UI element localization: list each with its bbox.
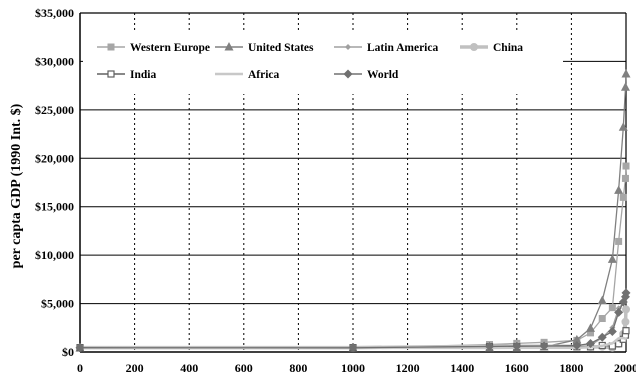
data-point: [586, 339, 596, 349]
x-tick-label: 400: [180, 361, 198, 375]
data-point: [621, 69, 631, 78]
data-point: [608, 304, 616, 312]
legend-label: India: [130, 69, 156, 81]
legend-label: Africa: [248, 69, 280, 81]
data-point: [470, 43, 478, 51]
data-point: [485, 342, 494, 352]
series-line: [80, 73, 627, 349]
data-point: [622, 327, 630, 335]
x-tick-label: 1000: [341, 361, 365, 375]
x-tick-label: 2000: [614, 361, 636, 375]
data-point: [619, 193, 627, 201]
data-point: [75, 343, 85, 353]
data-point: [343, 69, 353, 79]
legend-item: United States: [215, 42, 314, 54]
x-tick-label: 1400: [450, 361, 474, 375]
data-point: [587, 329, 595, 337]
data-point: [345, 44, 351, 50]
y-tick-label: $35,000: [35, 6, 74, 20]
data-point: [621, 317, 630, 326]
data-point: [607, 254, 617, 263]
legend-item: Western Europe: [97, 42, 210, 54]
x-tick-label: 200: [126, 361, 144, 375]
y-tick-label: $5,000: [41, 297, 74, 311]
data-point: [618, 122, 628, 131]
data-point: [107, 43, 115, 51]
y-tick-label: $10,000: [35, 248, 74, 262]
data-point: [622, 305, 630, 314]
legend-label: World: [367, 69, 399, 81]
data-point: [621, 174, 629, 182]
x-tick-label: 800: [289, 361, 307, 375]
legend-label: United States: [248, 42, 314, 54]
data-point: [598, 315, 606, 323]
data-point: [539, 341, 549, 351]
data-point: [614, 307, 624, 317]
legend-item: Africa: [215, 69, 280, 81]
legend-label: Latin America: [367, 42, 438, 54]
legend-item: India: [97, 69, 156, 81]
x-tick-label: 600: [235, 361, 253, 375]
x-tick-label: 1200: [396, 361, 420, 375]
y-tick-label: $15,000: [35, 200, 74, 214]
data-point: [572, 341, 582, 351]
data-point: [607, 327, 617, 337]
data-point: [622, 162, 630, 170]
y-tick-label: $30,000: [35, 54, 74, 68]
y-axis-label: per capta GDP (1990 Int. $): [9, 103, 24, 268]
legend-item: Latin America: [334, 42, 438, 54]
y-tick-label: $0: [62, 345, 74, 359]
data-point: [621, 288, 631, 298]
data-point: [107, 70, 115, 78]
legend-item: China: [460, 42, 523, 54]
data-point: [597, 295, 607, 305]
data-point: [348, 343, 358, 353]
data-point: [512, 341, 522, 351]
data-point: [615, 237, 623, 245]
legend-label: Western Europe: [130, 42, 210, 54]
series-world: [75, 288, 631, 353]
legend-item: World: [334, 69, 399, 81]
data-point: [224, 42, 234, 51]
y-tick-label: $20,000: [35, 151, 74, 165]
series-lines: [75, 69, 631, 353]
legend-box: [83, 32, 563, 94]
data-point: [615, 340, 623, 348]
legend-label: China: [493, 42, 523, 54]
data-point: [614, 185, 624, 194]
tick-labels: $0 $5,000 $10,000 $15,000 $20,000 $25,000 $30,…: [35, 6, 636, 375]
data-point: [620, 82, 630, 91]
data-point: [586, 323, 596, 332]
x-tick-label: 0: [77, 361, 83, 375]
y-tick-label: $25,000: [35, 103, 74, 117]
data-point: [572, 334, 582, 344]
legend: Western Europe United States Latin America…: [83, 32, 563, 94]
x-tick-label: 1600: [505, 361, 529, 375]
x-tick-label: 1800: [559, 361, 583, 375]
data-point: [597, 332, 607, 342]
